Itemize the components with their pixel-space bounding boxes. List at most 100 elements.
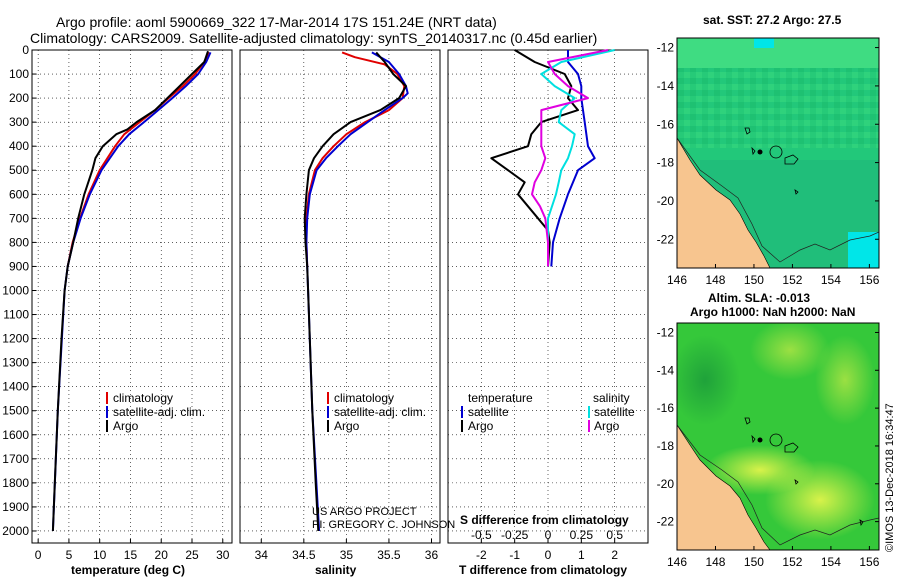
legend-t-argo-label: Argo [468, 419, 494, 433]
lat-tick-label: -18 [657, 156, 675, 170]
sst-cold-patch-north [754, 38, 774, 48]
legend-temperature-header: temperature [468, 391, 533, 405]
sla-low-west [677, 335, 740, 425]
sst-warm-band [677, 38, 879, 68]
legend-argo-label: Argo [334, 419, 360, 433]
t-tick-label: 1 [578, 548, 585, 562]
sst-reefs [744, 127, 799, 195]
lat-tick-label: -12 [657, 325, 675, 339]
x-tick-label: 34.5 [292, 548, 316, 562]
x-tick-label: 36 [425, 548, 439, 562]
s-difference-tick-labels: -0.5 -0.25 0 0.25 0.5 [471, 528, 623, 542]
lon-tick-label: 148 [705, 555, 725, 569]
difference-grid [448, 49, 648, 543]
y-tick-label: 1600 [2, 428, 29, 442]
credit-pi: PI: GREGORY C. JOHNSON [312, 519, 455, 531]
sla-map-frame [676, 322, 880, 551]
y-tick-label: 0 [22, 43, 29, 57]
sla-reefs [744, 417, 864, 527]
series-line-s-argo [531, 49, 609, 267]
x-tick-label: 10 [93, 548, 107, 562]
y-tick-label: 200 [9, 91, 29, 105]
y-tick-label: 1800 [2, 476, 29, 490]
temperature-xlabel: temperature (deg C) [71, 563, 185, 577]
temperature-axes-frame [31, 49, 233, 544]
series-line-argo [303, 51, 407, 532]
y-tick-label: 1000 [2, 283, 29, 297]
s-difference-xlabel: S difference from climatology [460, 513, 629, 527]
credit-project: US ARGO PROJECT [312, 506, 417, 518]
x-tick-label: 0 [35, 548, 42, 562]
series-line-satellite-adj-clim- [305, 51, 409, 532]
salinity-series [303, 51, 409, 532]
sla-high-east [815, 335, 875, 425]
y-tick-label: 1500 [2, 404, 29, 418]
legend-climatology-label: climatology [334, 391, 394, 405]
sla-map-title-line1: Altim. SLA: -0.013 [708, 291, 810, 305]
lon-tick-label: 150 [744, 555, 764, 569]
s-tick-label: 0.5 [606, 528, 623, 542]
sst-land [677, 137, 771, 268]
t-difference-xlabel: T difference from climatology [459, 563, 627, 577]
difference-axes-frame [447, 49, 649, 544]
lon-tick-label: 146 [667, 555, 687, 569]
y-tick-label: 300 [9, 115, 29, 129]
sla-lat-tick-labels: -12 -14 -16 -18 -20 -22 [657, 325, 879, 529]
salinity-grid [240, 49, 440, 543]
sst-lat-tick-labels: -12 -14 -16 -18 -20 -22 [657, 41, 879, 246]
y-tick-label: 1900 [2, 500, 29, 514]
x-tick-label: 15 [124, 548, 138, 562]
sst-cold-patch [848, 232, 879, 268]
x-tick-label: 25 [185, 548, 199, 562]
difference-series [490, 49, 615, 267]
sla-shelf-contour [677, 424, 879, 546]
salinity-panel: 34 34.5 35 35.5 36 salinity climatology sate… [239, 49, 455, 577]
temperature-panel: 0100200300400500600700800900100011001200… [2, 43, 233, 577]
y-tick-label: 100 [9, 67, 29, 81]
series-line-satellite-adj-clim- [51, 51, 212, 532]
temperature-series [51, 50, 212, 532]
s-tick-label: -0.25 [501, 528, 529, 542]
sst-shelf-contour [677, 137, 879, 263]
sst-map-title: sat. SST: 27.2 Argo: 27.5 [703, 13, 842, 27]
lat-tick-label: -12 [657, 41, 675, 55]
lat-tick-label: -22 [657, 232, 675, 246]
sla-high-southwest [705, 445, 815, 495]
sst-map: sat. SST: 27.2 Argo: 27.5 -12 -14 -16 -18 -2… [657, 13, 880, 287]
temperature-grid [32, 49, 232, 543]
lat-tick-label: -22 [657, 515, 675, 529]
lon-tick-label: 156 [859, 555, 879, 569]
legend-satellite-label: satellite-adj. clim. [334, 405, 426, 419]
depth-tick-labels: 0 100 200 300 400 500 600 700 800 900 1000 1100 1200… [2, 43, 36, 538]
y-tick-label: 1300 [2, 356, 29, 370]
lat-tick-label: -20 [657, 477, 675, 491]
s-tick-label: 0 [545, 528, 552, 542]
y-tick-label: 700 [9, 211, 29, 225]
lon-tick-label: 156 [859, 273, 879, 287]
difference-panel: -2 -1 0 1 2 -0.5 -0.25 0 0.25 0.5 S difference f… [447, 49, 649, 577]
legend-satellite-label: satellite-adj. clim. [113, 405, 205, 419]
temperature-legend: climatology satellite-adj. clim. Argo [106, 391, 205, 433]
sst-map-frame [676, 37, 880, 269]
lat-tick-label: -16 [657, 401, 675, 415]
y-tick-label: 1700 [2, 452, 29, 466]
salinity-axes-frame [239, 49, 441, 544]
legend-salinity-header: salinity [593, 391, 630, 405]
lon-tick-label: 154 [821, 273, 841, 287]
x-tick-label: 35.5 [377, 548, 401, 562]
salinity-tick-labels: 34 34.5 35 35.5 36 [255, 539, 439, 562]
s-tick-label: 0.25 [570, 528, 594, 542]
sst-lon-tick-labels: 146 148 150 152 154 156 [667, 264, 880, 287]
lon-tick-label: 152 [782, 273, 802, 287]
legend-argo-label: Argo [113, 419, 139, 433]
series-line-argo [51, 50, 209, 532]
lon-tick-label: 148 [705, 273, 725, 287]
figure-title-line1: Argo profile: aoml 5900669_322 17-Mar-20… [56, 14, 497, 30]
y-tick-label: 600 [9, 187, 29, 201]
t-tick-label: 0 [545, 548, 552, 562]
y-tick-label: 800 [9, 235, 29, 249]
series-line-t-argo [490, 49, 579, 267]
x-tick-label: 5 [66, 548, 73, 562]
sla-argo-position [757, 437, 763, 443]
